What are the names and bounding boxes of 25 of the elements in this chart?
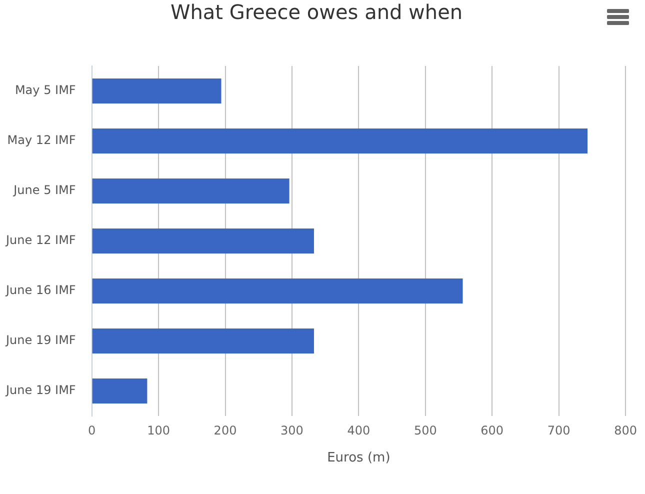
y-tick-label: June 19 IMF	[5, 333, 76, 348]
y-tick-label: June 12 IMF	[5, 233, 76, 248]
x-tick-label: 300	[280, 423, 304, 438]
bar	[92, 378, 148, 404]
x-tick-label: 0	[88, 423, 96, 438]
y-tick-label: June 16 IMF	[5, 283, 76, 298]
x-axis-title: Euros (m)	[327, 450, 390, 466]
chart-title: What Greece owes and when	[170, 0, 463, 24]
x-tick-label: 400	[347, 423, 370, 438]
bar	[92, 328, 314, 354]
x-tick-label: 600	[480, 423, 504, 438]
bar	[92, 228, 314, 254]
bar	[92, 178, 290, 204]
x-tick-label: 700	[547, 423, 570, 438]
bar	[92, 128, 588, 154]
x-tick-label: 100	[147, 423, 170, 438]
y-tick-label: May 12 IMF	[7, 133, 76, 148]
x-tick-label: 200	[214, 423, 237, 438]
bar	[92, 78, 222, 104]
bar	[92, 278, 463, 304]
x-tick-label: 500	[414, 423, 437, 438]
x-tick-label: 800	[614, 423, 637, 438]
y-tick-label: June 19 IMF	[5, 383, 76, 398]
y-tick-label: June 5 IMF	[12, 183, 76, 198]
y-tick-label: May 5 IMF	[14, 83, 76, 98]
